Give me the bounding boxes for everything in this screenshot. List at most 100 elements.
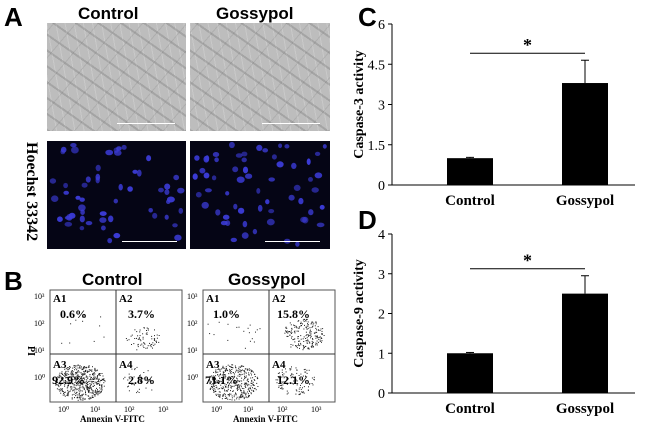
event-dot	[230, 387, 232, 389]
event-dot	[213, 371, 215, 373]
event-dot	[225, 375, 227, 377]
event-dot	[232, 376, 234, 378]
event-dot	[313, 322, 315, 324]
event-dot	[311, 346, 313, 348]
hoechst-row-label: Hoechst 33342	[23, 142, 40, 242]
event-dot	[140, 344, 142, 346]
event-dot	[93, 390, 95, 392]
event-dot	[77, 376, 79, 378]
event-dot	[67, 381, 69, 383]
event-dot	[298, 344, 299, 346]
event-dot	[100, 391, 102, 393]
event-dot	[85, 390, 86, 392]
event-dot	[209, 383, 211, 385]
event-dot	[77, 370, 79, 372]
event-dot	[311, 345, 313, 347]
event-dot	[211, 378, 213, 380]
event-dot	[237, 375, 239, 377]
event-dot	[84, 367, 86, 369]
event-dot	[71, 397, 73, 399]
event-dot	[55, 384, 57, 386]
quadrant-a3-value: 71.1%	[205, 373, 238, 387]
event-dot	[82, 394, 84, 396]
event-dot	[123, 378, 125, 380]
event-dot	[218, 380, 220, 381]
event-dot	[79, 386, 81, 388]
event-dot	[91, 389, 93, 390]
event-dot	[290, 368, 292, 370]
event-dot	[125, 338, 127, 339]
event-dot	[65, 381, 67, 383]
event-dot	[147, 370, 149, 372]
event-dot	[63, 381, 65, 383]
event-dot	[287, 392, 289, 394]
event-dot	[305, 331, 307, 333]
event-dot	[134, 369, 136, 371]
event-dot	[154, 343, 156, 345]
event-dot	[78, 388, 80, 390]
event-dot	[313, 379, 315, 381]
event-dot	[69, 382, 71, 384]
caspase-3-chart: 0 1.5 3 4.5 6 Caspase-3 activity Control Gossyp…	[352, 18, 635, 209]
event-dot	[225, 386, 226, 388]
event-dot	[57, 381, 58, 383]
event-dot	[71, 386, 73, 388]
event-dot	[224, 390, 226, 392]
event-dot	[289, 368, 291, 370]
event-dot	[226, 369, 228, 371]
event-dot	[234, 373, 235, 375]
event-dot	[215, 369, 217, 371]
event-dot	[303, 345, 305, 347]
event-dot	[152, 342, 154, 344]
event-dot	[77, 374, 79, 376]
event-dot	[229, 365, 230, 367]
event-dot	[302, 392, 304, 394]
event-dot	[136, 392, 138, 394]
event-dot	[74, 387, 76, 389]
flow-title-control: Control	[82, 270, 143, 289]
event-dot	[298, 388, 300, 390]
event-dot	[101, 379, 103, 381]
event-dot	[87, 390, 89, 392]
event-dot	[150, 383, 152, 384]
event-dot	[61, 390, 63, 392]
event-dot	[92, 366, 93, 368]
event-dot	[213, 390, 214, 391]
event-dot	[149, 345, 151, 347]
event-dot	[219, 391, 221, 393]
event-dot	[315, 321, 317, 323]
event-dot	[90, 383, 92, 385]
event-dot	[236, 377, 237, 379]
event-dot	[300, 342, 302, 344]
nucleus	[242, 166, 249, 174]
event-dot	[241, 387, 243, 389]
event-dot	[84, 379, 86, 381]
event-dot	[93, 340, 95, 342]
event-dot	[233, 385, 235, 387]
event-dot	[94, 373, 96, 375]
event-dot	[287, 331, 289, 333]
event-dot	[221, 368, 223, 370]
event-dot	[240, 397, 242, 399]
event-dot	[77, 378, 79, 380]
nucleus	[241, 151, 248, 157]
event-dot	[55, 383, 56, 384]
brightfield-control-image	[47, 23, 186, 131]
event-dot	[285, 368, 286, 370]
event-dot	[218, 368, 220, 370]
event-dot	[307, 324, 309, 325]
event-dot	[247, 368, 249, 370]
event-dot	[244, 396, 246, 398]
event-dot	[82, 368, 84, 370]
event-dot	[245, 383, 247, 385]
bar	[562, 83, 608, 185]
event-dot	[303, 318, 305, 320]
event-dot	[128, 373, 130, 375]
nucleus	[300, 216, 307, 223]
event-dot	[208, 378, 210, 380]
nucleus	[204, 188, 212, 193]
event-dot	[232, 391, 234, 392]
event-dot	[227, 398, 229, 400]
event-dot	[316, 344, 318, 346]
event-dot	[91, 378, 93, 380]
